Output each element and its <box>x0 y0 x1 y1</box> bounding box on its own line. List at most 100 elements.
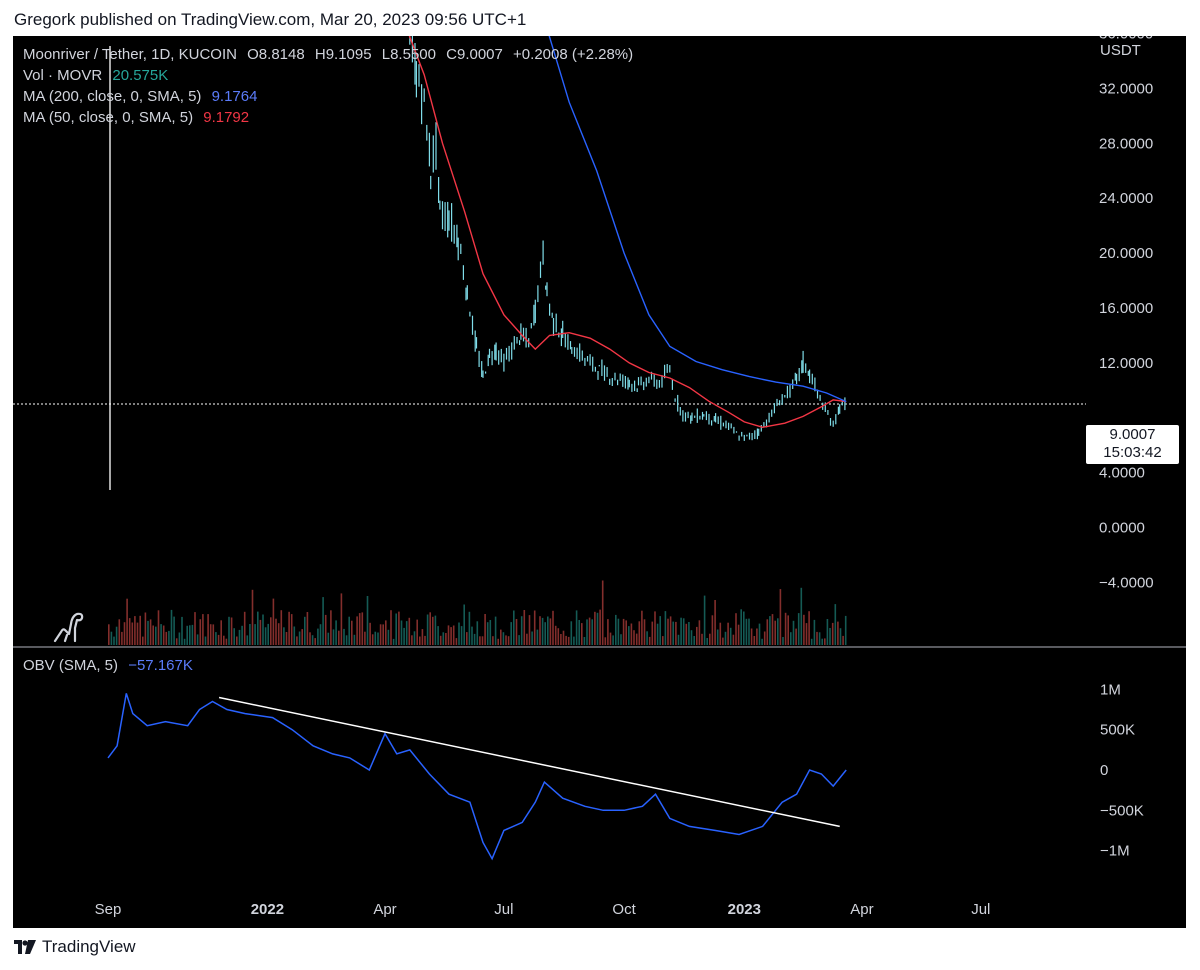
volume-bar <box>769 616 771 645</box>
volume-bar <box>615 614 617 645</box>
volume-bar <box>304 616 306 645</box>
volume-bar <box>604 637 607 645</box>
legend-symbol[interactable]: Moonriver / Tether, 1D, KUCOIN <box>23 46 237 63</box>
price-axis-tick: 20.0000 <box>1099 245 1153 262</box>
legend-obv-label[interactable]: OBV (SMA, 5) <box>23 657 119 674</box>
volume-bar <box>821 638 823 645</box>
currency-label: USDT <box>1100 42 1141 59</box>
volume-bar <box>735 613 737 645</box>
volume-bar <box>737 624 740 645</box>
volume-bar <box>246 635 249 645</box>
tradingview-logo[interactable]: TradingView <box>14 937 136 957</box>
volume-bar <box>314 638 316 645</box>
volume-bar <box>630 623 633 645</box>
volume-bar <box>810 638 813 645</box>
volume-bar <box>560 634 562 645</box>
volume-bar <box>505 635 507 645</box>
legend-close: C9.0007 <box>446 46 503 63</box>
legend-volume-label[interactable]: Vol · MOVR <box>23 67 103 84</box>
volume-bar <box>492 636 494 645</box>
volume-bar <box>510 622 512 645</box>
volume-bar <box>787 615 789 645</box>
volume-bar <box>468 611 471 645</box>
volume-bar <box>348 616 350 645</box>
legend-ma50-line: MA (50, close, 0, SMA, 5) 9.1792 <box>23 109 249 126</box>
volume-bar <box>340 593 343 645</box>
volume-bar <box>332 629 335 645</box>
volume-bar <box>319 624 322 645</box>
volume-bar <box>432 616 434 645</box>
volume-bar <box>345 635 348 645</box>
time-axis-tick: Sep <box>95 901 122 918</box>
volume-bar <box>411 635 413 645</box>
legend-symbol-line: Moonriver / Tether, 1D, KUCOIN O8.8148 H… <box>23 46 633 63</box>
volume-bar <box>236 636 238 645</box>
volume-bar <box>275 618 277 645</box>
volume-bar <box>622 618 625 645</box>
volume-bar <box>641 610 643 645</box>
volume-bar <box>280 610 283 645</box>
volume-bar <box>421 629 424 645</box>
obv-axis-tick: −1M <box>1100 843 1130 860</box>
legend-ma50-label[interactable]: MA (50, close, 0, SMA, 5) <box>23 109 194 126</box>
volume-bar <box>270 617 272 645</box>
volume-bar <box>790 632 792 645</box>
volume-bar <box>497 638 499 645</box>
obv-axis-tick: 1M <box>1100 681 1121 698</box>
volume-bar <box>748 618 750 645</box>
obv-axis: 1M 500K 0 −500K −1M <box>1100 681 1144 859</box>
volume-bar <box>259 619 262 645</box>
volume-bar <box>797 613 800 645</box>
volume-bar <box>601 580 604 645</box>
time-axis-tick: Oct <box>612 901 636 918</box>
volume-bar <box>361 612 364 645</box>
price-axis-tick: 36.0000 <box>1099 36 1153 43</box>
volume-bar <box>152 625 154 645</box>
chart-frame[interactable]: 36.0000 32.0000 28.0000 24.0000 20.0000 16.00… <box>13 36 1186 928</box>
legend-volume-value: 20.575K <box>112 67 169 84</box>
volume-bar <box>541 617 544 645</box>
volume-bar <box>460 626 463 645</box>
volume-bar <box>455 638 458 645</box>
volume-bar <box>358 613 361 645</box>
volume-bar <box>740 609 742 645</box>
volume-bar <box>168 630 170 645</box>
volume-bar <box>664 611 667 645</box>
volume-bar <box>204 636 207 645</box>
volume-bar <box>452 625 455 645</box>
volume-bar <box>160 624 162 645</box>
volume-bar <box>196 634 199 645</box>
volume-bar <box>839 628 842 645</box>
volume-bar <box>251 589 254 645</box>
chart-canvas[interactable]: 36.0000 32.0000 28.0000 24.0000 20.0000 16.00… <box>13 36 1186 928</box>
volume-bar <box>837 621 839 645</box>
legend-ma50-value: 9.1792 <box>203 109 250 126</box>
volume-bar <box>262 614 264 645</box>
volume-bar <box>225 638 228 645</box>
volume-bar <box>677 634 680 645</box>
volume-bar <box>178 632 181 645</box>
volume-bar <box>439 635 442 645</box>
volume-bar <box>703 595 706 645</box>
volume-bar <box>479 636 481 645</box>
volume-bar <box>228 616 230 645</box>
volume-bar <box>398 611 400 645</box>
volume-bar <box>191 624 194 645</box>
volume-bar <box>149 619 152 645</box>
volume-bar <box>792 620 795 645</box>
volume-bar <box>486 622 489 645</box>
time-axis-tick: Apr <box>850 901 873 918</box>
volume-bar <box>594 611 596 645</box>
legend-obv-line: OBV (SMA, 5) −57.167K <box>23 657 193 674</box>
volume-bar <box>696 626 698 645</box>
price-axis-tick: 32.0000 <box>1099 80 1153 97</box>
legend-open: O8.8148 <box>247 46 305 63</box>
volume-bar <box>450 627 452 645</box>
volume-bar <box>750 628 753 645</box>
volume-bar <box>296 636 298 645</box>
legend-ma200-label[interactable]: MA (200, close, 0, SMA, 5) <box>23 88 202 105</box>
obv-axis-tick: 500K <box>1100 722 1135 739</box>
volume-bar <box>249 624 251 645</box>
volume-bar <box>408 617 411 645</box>
volume-bar <box>189 625 191 645</box>
